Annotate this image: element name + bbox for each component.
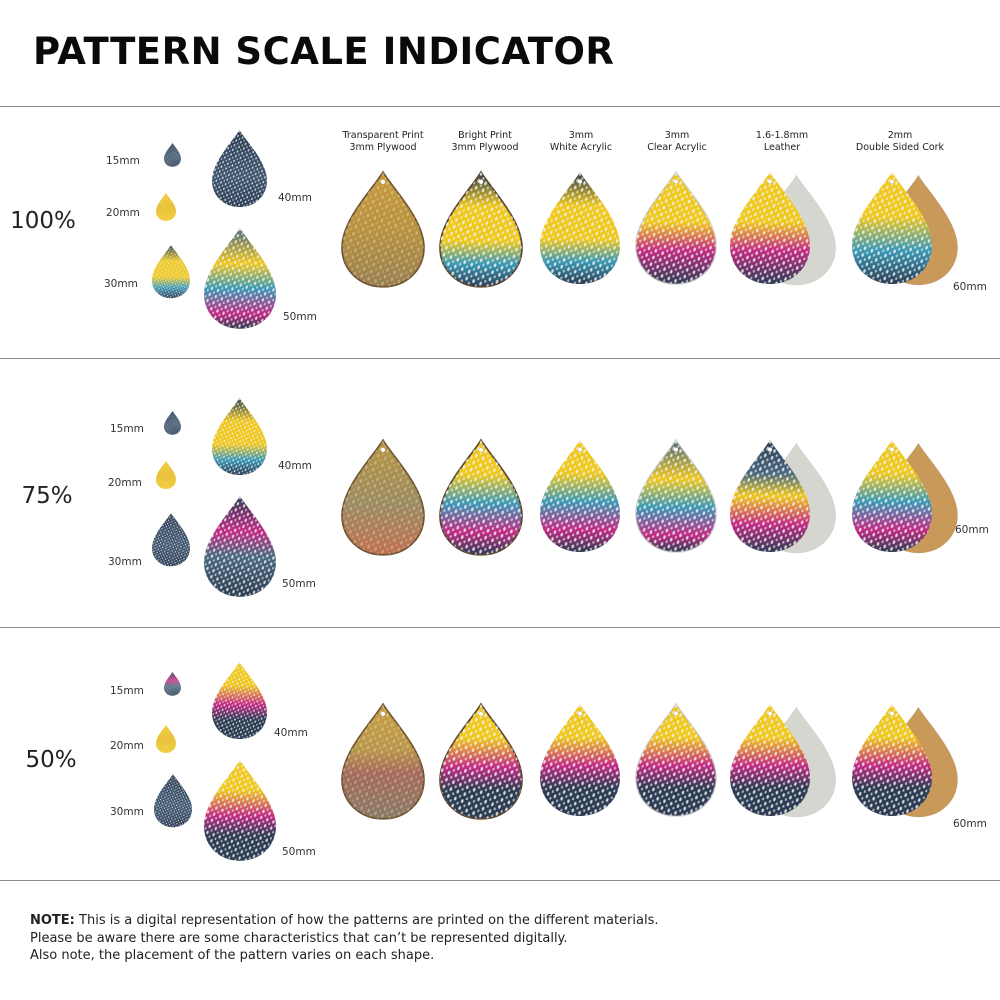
- teardrop-bright-plywood: [439, 170, 523, 288]
- note-line-1: NOTE: This is a digital representation o…: [30, 912, 970, 930]
- size-label-30mm: 30mm: [110, 806, 144, 818]
- divider-top: [0, 106, 1000, 107]
- size-label-15mm: 15mm: [110, 685, 144, 697]
- material-line1: 3mm: [664, 130, 690, 141]
- teardrop-20mm: [156, 725, 176, 753]
- teardrop-bright-plywood: [439, 702, 523, 820]
- material-header-white-acrylic: 3mm White Acrylic: [521, 130, 641, 154]
- teardrop-50mm: [204, 496, 276, 597]
- size-label-15mm: 15mm: [110, 423, 144, 435]
- size-label-60mm: 60mm: [955, 524, 989, 536]
- material-header-transparent-plywood: Transparent Print 3mm Plywood: [323, 130, 443, 154]
- teardrop-30mm: [154, 774, 192, 828]
- scale-label-50: 50%: [25, 747, 77, 773]
- material-line1: 2mm: [887, 130, 913, 141]
- divider-1: [0, 358, 1000, 359]
- page-title: PATTERN SCALE INDICATOR: [33, 30, 615, 73]
- size-label-50mm: 50mm: [282, 578, 316, 590]
- material-line2: Double Sided Cork: [855, 142, 945, 153]
- material-line1: Bright Print: [458, 130, 512, 141]
- material-header-bright-plywood: Bright Print 3mm Plywood: [425, 130, 545, 154]
- teardrop-transparent-plywood: [341, 438, 425, 556]
- note-line-3: Also note, the placement of the pattern …: [30, 948, 435, 963]
- material-line1: 3mm: [568, 130, 594, 141]
- teardrop-cork: [852, 172, 958, 286]
- note-label: NOTE:: [30, 913, 75, 928]
- teardrop-40mm: [212, 130, 267, 207]
- scale-label-100: 100%: [10, 208, 76, 234]
- size-label-60mm: 60mm: [953, 281, 987, 293]
- teardrop-clear-acrylic: [635, 702, 717, 817]
- material-line2: Leather: [763, 142, 801, 153]
- teardrop-20mm: [156, 461, 176, 489]
- teardrop-50mm: [204, 760, 276, 861]
- teardrop-leather: [730, 704, 836, 818]
- teardrop-cork: [852, 440, 958, 554]
- divider-2: [0, 627, 1000, 628]
- teardrop-white-acrylic: [540, 440, 620, 552]
- size-label-15mm: 15mm: [106, 155, 140, 167]
- teardrop-cork: [852, 704, 958, 818]
- note-line-2: Please be aware there are some character…: [30, 930, 568, 946]
- size-label-20mm: 20mm: [110, 740, 144, 752]
- material-header-clear-acrylic: 3mm Clear Acrylic: [617, 130, 737, 154]
- note-text-1: This is a digital representation of how …: [74, 913, 659, 928]
- teardrop-15mm: [164, 672, 181, 696]
- teardrop-50mm: [204, 228, 276, 329]
- note-block: NOTE: This is a digital representation o…: [30, 912, 970, 965]
- material-line2: 3mm Plywood: [349, 142, 417, 153]
- teardrop-clear-acrylic: [635, 438, 717, 553]
- size-label-30mm: 30mm: [108, 556, 142, 568]
- size-label-20mm: 20mm: [108, 477, 142, 489]
- size-label-60mm: 60mm: [953, 818, 987, 830]
- teardrop-white-acrylic: [540, 172, 620, 284]
- size-label-50mm: 50mm: [283, 311, 317, 323]
- size-label-40mm: 40mm: [278, 192, 312, 204]
- teardrop-20mm: [156, 193, 176, 221]
- teardrop-bright-plywood: [439, 438, 523, 556]
- divider-bottom: [0, 880, 1000, 881]
- material-line1: Transparent Print: [342, 130, 424, 141]
- size-label-20mm: 20mm: [106, 207, 140, 219]
- material-header-cork: 2mm Double Sided Cork: [840, 130, 960, 154]
- teardrop-30mm: [152, 245, 190, 299]
- teardrop-15mm: [164, 411, 181, 435]
- material-line1: 1.6-1.8mm: [755, 130, 809, 141]
- teardrop-leather: [730, 172, 836, 286]
- material-line2: 3mm Plywood: [451, 142, 519, 153]
- material-line2: White Acrylic: [549, 142, 613, 153]
- size-label-50mm: 50mm: [282, 846, 316, 858]
- size-label-30mm: 30mm: [104, 278, 138, 290]
- size-label-40mm: 40mm: [274, 727, 308, 739]
- teardrop-leather: [730, 440, 836, 554]
- teardrop-15mm: [164, 143, 181, 167]
- teardrop-30mm: [152, 513, 190, 567]
- teardrop-40mm: [212, 398, 267, 475]
- material-header-leather: 1.6-1.8mm Leather: [722, 130, 842, 154]
- material-line2: Clear Acrylic: [647, 142, 707, 153]
- teardrop-clear-acrylic: [635, 170, 717, 285]
- teardrop-transparent-plywood: [341, 170, 425, 288]
- size-label-40mm: 40mm: [278, 460, 312, 472]
- scale-label-75: 75%: [21, 483, 73, 509]
- teardrop-transparent-plywood: [341, 702, 425, 820]
- teardrop-40mm: [212, 662, 267, 739]
- teardrop-white-acrylic: [540, 704, 620, 816]
